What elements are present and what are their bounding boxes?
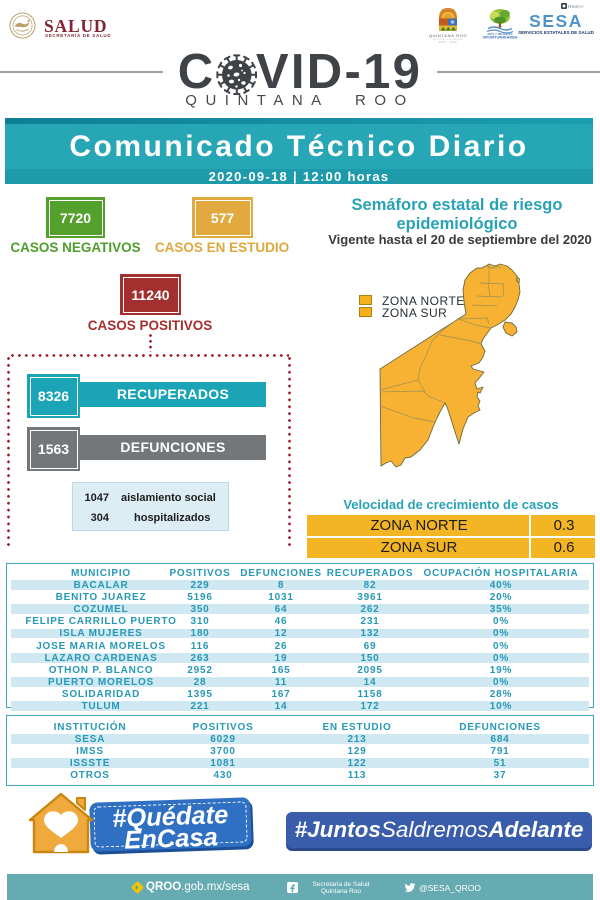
svg-text:OPORTUNIDADES: OPORTUNIDADES — [482, 34, 517, 39]
svg-text:QUINTANA ROO: QUINTANA ROO — [429, 33, 467, 38]
svg-text:Hootlet: Hootlet — [568, 4, 584, 9]
svg-text:UN FUTURO CON CERTEZA: UN FUTURO CON CERTEZA — [433, 38, 463, 41]
svg-text:MÁS Y MEJORES: MÁS Y MEJORES — [488, 31, 513, 36]
svg-text:2016 - 2022: 2016 - 2022 — [439, 40, 457, 43]
